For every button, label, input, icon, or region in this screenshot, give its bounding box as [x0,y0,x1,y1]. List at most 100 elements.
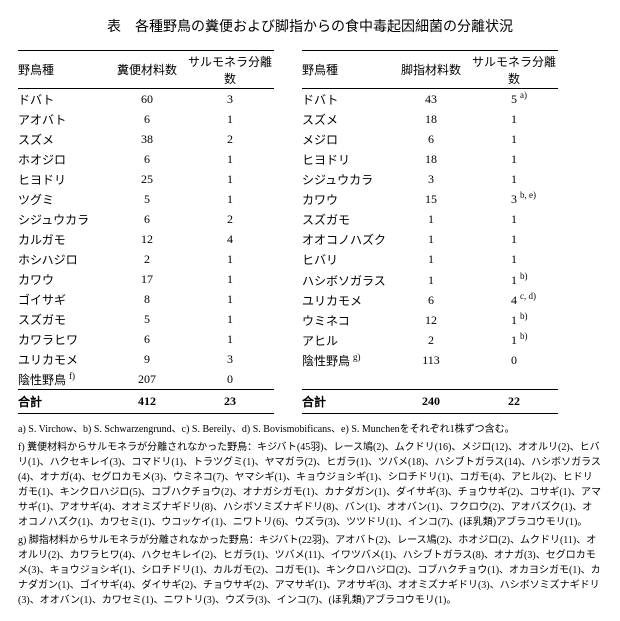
total-isolations: 22 [470,390,558,414]
isolation-count: 1 [470,149,558,169]
table-row: アヒル21b) [302,330,558,350]
sample-count: 12 [392,310,470,330]
species-name: ユリカモメ [18,349,108,369]
total-row: 合計41223 [18,390,274,414]
species-name: アオバト [18,109,108,129]
species-name: ゴイサギ [18,289,108,309]
table-row: ユリカモメ93 [18,349,274,369]
table-row: ホシハジロ21 [18,249,274,269]
sample-count: 38 [108,129,186,149]
isolation-count: 1b) [470,330,558,350]
sample-count: 6 [392,290,470,310]
note-g: g) 脚指材料からサルモネラが分離されなかった野鳥：キジバト(22羽)、アオバト… [18,533,602,608]
isolation-count: 1 [186,309,274,329]
isolation-count: 1 [470,129,558,149]
species-name: アヒル [302,330,392,350]
table-row: シジュウカラ62 [18,209,274,229]
species-name: ツグミ [18,189,108,209]
isolation-count: 3 [186,89,274,110]
species-name: スズメ [18,129,108,149]
table-row: ホオジロ61 [18,149,274,169]
sample-count: 12 [108,229,186,249]
table-row: カワウ153b, e) [302,190,558,210]
species-name: ヒヨドリ [302,149,392,169]
isolation-count: 4 [186,229,274,249]
isolation-count: 1 [186,189,274,209]
sample-count: 6 [108,149,186,169]
species-name: カワウ [18,269,108,289]
total-label: 合計 [302,390,392,414]
table-row: スズガモ11 [302,210,558,230]
col-header: 野鳥種 [302,51,392,89]
species-name: ユリカモメ [302,290,392,310]
table-row: アオバト61 [18,109,274,129]
species-name: シジュウカラ [18,209,108,229]
isolation-count: 1 [186,269,274,289]
sample-count: 2 [392,330,470,350]
sample-count: 6 [108,109,186,129]
isolation-count: 4c, d) [470,290,558,310]
species-name: ホオジロ [18,149,108,169]
col-header: サルモネラ分離数 [470,51,558,89]
isolation-count: 1 [470,169,558,189]
species-name: ドバト [302,89,392,110]
isolation-count: 1 [186,169,274,189]
isolation-count: 1 [186,329,274,349]
sample-count: 207 [108,369,186,390]
table-row: 陰性野鳥 g)1130 [302,350,558,370]
table-row: オオコノハズク11 [302,230,558,250]
table-row: ヒヨドリ181 [302,149,558,169]
isolation-count: 1 [470,250,558,270]
total-isolations: 23 [186,390,274,414]
sample-count: 3 [392,169,470,189]
species-name: カワウ [302,190,392,210]
sample-count: 2 [108,249,186,269]
right-table: 野鳥種脚指材料数サルモネラ分離数ドバト435a)スズメ181メジロ61ヒヨドリ1… [302,50,558,414]
left-table: 野鳥種糞便材料数サルモネラ分離数ドバト603アオバト61スズメ382ホオジロ61… [18,50,274,414]
species-name: スズガモ [18,309,108,329]
isolation-count: 3b, e) [470,190,558,210]
total-samples: 412 [108,390,186,414]
species-name: スズガモ [302,210,392,230]
isolation-count: 0 [470,350,558,370]
isolation-count: 1 [186,109,274,129]
blank-row [302,371,558,390]
table-row: ウミネコ121b) [302,310,558,330]
species-name: スズメ [302,109,392,129]
table-row: メジロ61 [302,129,558,149]
isolation-count: 2 [186,209,274,229]
species-name: ヒバリ [302,250,392,270]
table-row: ドバト603 [18,89,274,110]
table-row: ヒバリ11 [302,250,558,270]
col-header: 脚指材料数 [392,51,470,89]
species-name: カワラヒワ [18,329,108,349]
sample-count: 1 [392,270,470,290]
note-f: f) 糞便材料からサルモネラが分離されなかった野鳥：キジバト(45羽)、レース鳩… [18,440,602,530]
sample-count: 1 [392,250,470,270]
sample-count: 6 [108,329,186,349]
table-row: スズメ181 [302,109,558,129]
species-name: オオコノハズク [302,230,392,250]
table-row: ゴイサギ81 [18,289,274,309]
table-row: シジュウカラ31 [302,169,558,189]
sample-count: 43 [392,89,470,110]
table-row: カワラヒワ61 [18,329,274,349]
total-row: 合計24022 [302,390,558,414]
note-a: a) S. Virchow、b) S. Schwarzengrund、c) S.… [18,422,602,437]
table-row: カワウ171 [18,269,274,289]
sample-count: 18 [392,149,470,169]
table-row: スズガモ51 [18,309,274,329]
isolation-count: 0 [186,369,274,390]
table-row: ツグミ51 [18,189,274,209]
isolation-count: 1 [470,109,558,129]
species-name: ホシハジロ [18,249,108,269]
col-header: 野鳥種 [18,51,108,89]
species-name: シジュウカラ [302,169,392,189]
sample-count: 5 [108,189,186,209]
sample-count: 17 [108,269,186,289]
sample-count: 9 [108,349,186,369]
species-name: メジロ [302,129,392,149]
sample-count: 5 [108,309,186,329]
tables-wrapper: 野鳥種糞便材料数サルモネラ分離数ドバト603アオバト61スズメ382ホオジロ61… [18,50,602,414]
species-name: 陰性野鳥 g) [302,350,392,370]
